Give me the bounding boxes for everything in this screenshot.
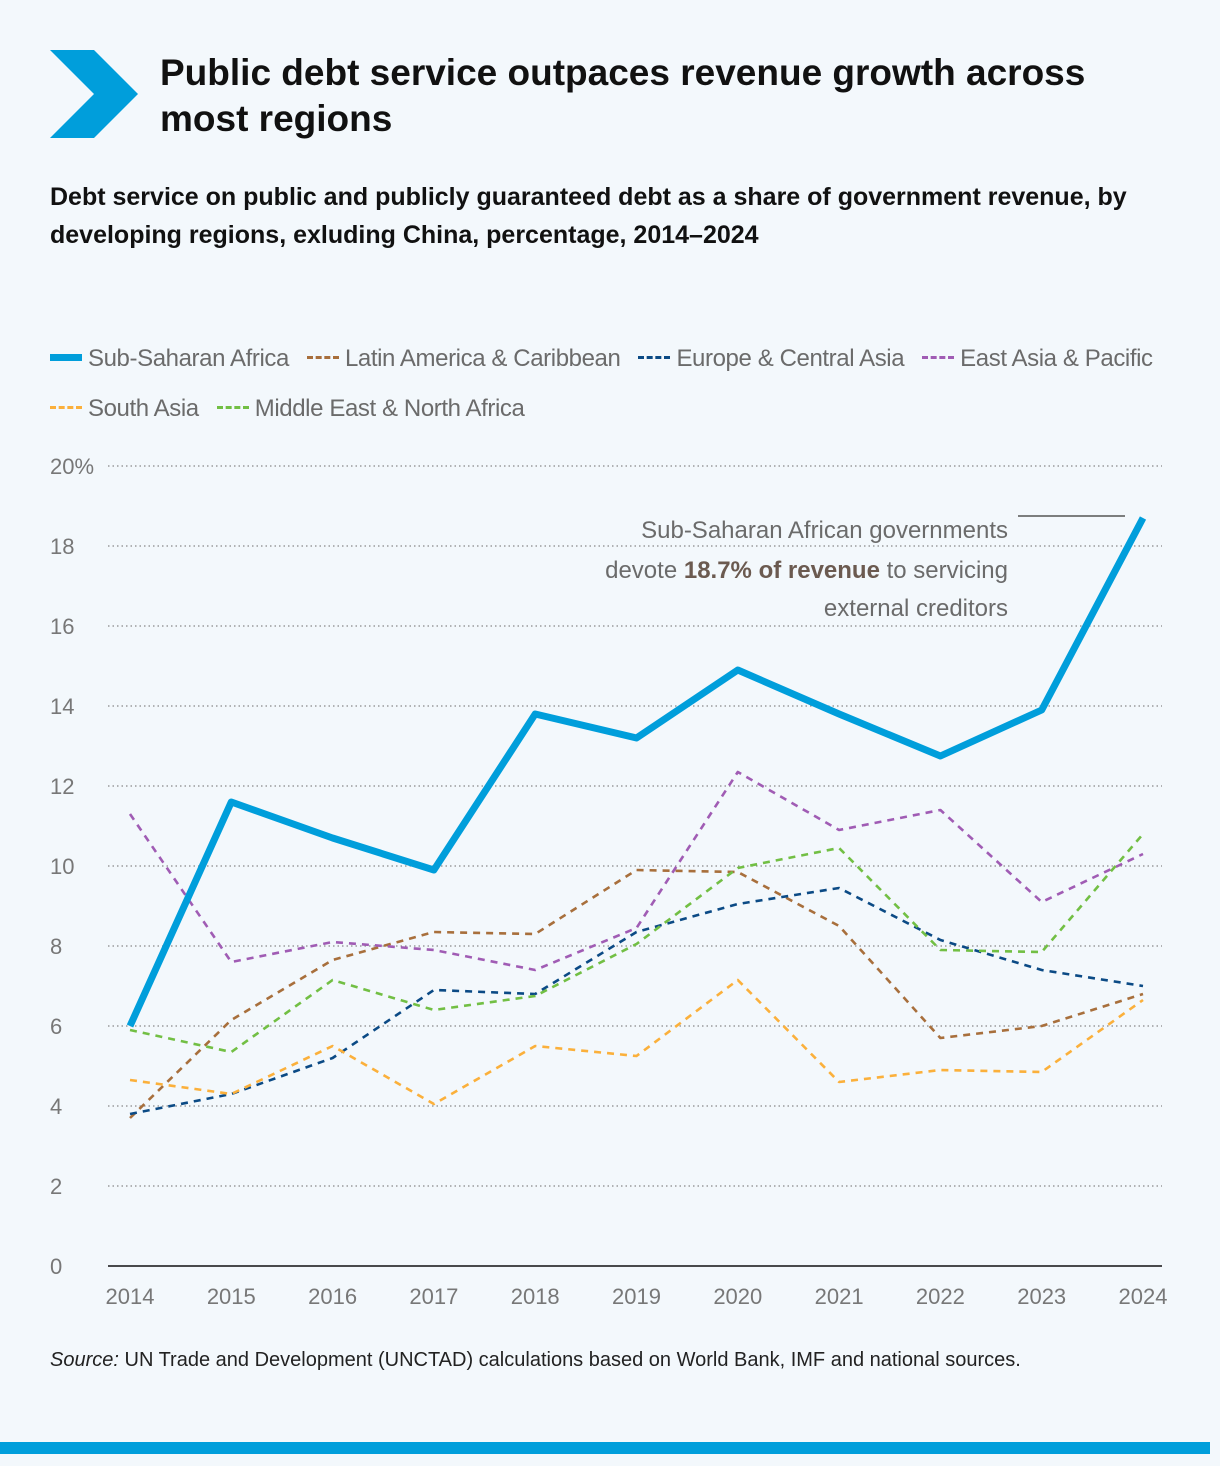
y-tick-label: 12 <box>50 774 74 799</box>
y-tick-label: 4 <box>50 1094 62 1119</box>
x-tick-label: 2017 <box>409 1284 458 1309</box>
series-line-sub-saharan-africa <box>126 516 1147 1028</box>
x-tick-label: 2016 <box>308 1284 357 1309</box>
legend-swatch <box>922 356 955 360</box>
legend-item: Middle East & North Africa <box>216 384 525 434</box>
source-text: UN Trade and Development (UNCTAD) calcul… <box>118 1349 1021 1371</box>
legend-label: Europe & Central Asia <box>676 345 905 372</box>
x-tick-label: 2014 <box>106 1284 155 1309</box>
series-line-middle-east-north-africa <box>129 833 1144 1054</box>
x-tick-label: 2019 <box>612 1284 661 1309</box>
series-line-east-asia-pacific <box>128 770 1144 972</box>
series-line-south-asia <box>129 978 1144 1106</box>
y-tick-label: 18 <box>50 534 74 559</box>
legend-swatch <box>50 406 82 410</box>
source-label: Source: <box>50 1349 119 1371</box>
y-tick-label: 2 <box>50 1174 62 1199</box>
legend-item: Europe & Central Asia <box>638 334 905 384</box>
chart-title: Public debt service outpaces revenue gro… <box>160 52 1086 139</box>
x-tick-label: 2024 <box>1119 1284 1168 1309</box>
x-tick-label: 2015 <box>207 1284 256 1309</box>
y-tick-label: 16 <box>50 614 74 639</box>
y-tick-label: 14 <box>50 694 74 719</box>
legend-swatch <box>50 354 82 362</box>
annotation-line-1: Sub-Saharan African governments <box>641 517 1008 544</box>
legend-label: Sub-Saharan Africa <box>88 345 289 372</box>
legend: Sub-Saharan Africa Latin America & Caribb… <box>50 334 1180 434</box>
legend-label: Latin America & Caribbean <box>344 345 621 372</box>
legend-label: East Asia & Pacific <box>960 345 1153 372</box>
annotation-line-2: devote 18.7% of revenue to servicing <box>605 557 1008 584</box>
source-note: Source: UN Trade and Development (UNCTAD… <box>50 1346 1150 1374</box>
annotation-line-3: external creditors <box>824 595 1008 622</box>
legend-swatch <box>638 356 671 360</box>
y-tick-label: 20% <box>50 454 94 479</box>
legend-swatch <box>306 356 339 360</box>
line-chart: 0 2 4 6 8 10 12 14 16 18 20% 2014 2015 2016 2017 2018 20… <box>50 454 1168 1309</box>
y-tick-label: 8 <box>50 934 62 959</box>
series-line-latin-america-caribbean <box>129 868 1144 1119</box>
x-tick-label: 2022 <box>916 1284 965 1309</box>
legend-item: Sub-Saharan Africa <box>50 334 289 384</box>
y-tick-label: 0 <box>50 1254 62 1279</box>
series-line-europe-central-asia <box>129 886 1144 1116</box>
legend-item: East Asia & Pacific <box>922 334 1153 384</box>
x-tick-label: 2020 <box>713 1284 762 1309</box>
chart-subtitle: Debt service on public and publicly guar… <box>50 183 1127 249</box>
legend-item: Latin America & Caribbean <box>306 334 621 384</box>
x-tick-label: 2018 <box>511 1284 560 1309</box>
chevron-logo-icon <box>50 50 138 138</box>
legend-label: South Asia <box>88 395 199 422</box>
x-tick-label: 2021 <box>815 1284 864 1309</box>
legend-label: Middle East & North Africa <box>254 395 525 422</box>
legend-item: South Asia <box>50 384 199 434</box>
y-tick-label: 6 <box>50 1014 62 1039</box>
legend-swatch <box>216 406 249 410</box>
x-tick-label: 2023 <box>1017 1284 1066 1309</box>
y-tick-label: 10 <box>50 854 74 879</box>
bottom-accent-bar <box>0 1442 1210 1454</box>
